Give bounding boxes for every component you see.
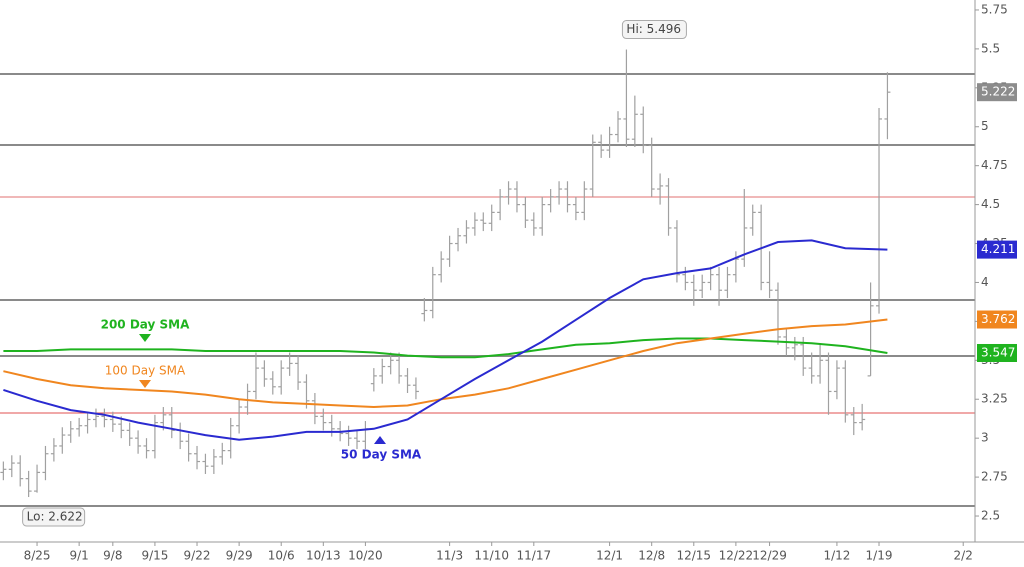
value-badge: [977, 240, 1017, 259]
value-label: 5.222: [981, 85, 1015, 99]
x-tick-label: 9/29: [226, 549, 253, 563]
marker: [139, 334, 151, 342]
x-tick-label: 9/15: [141, 549, 168, 563]
annotation: Lo: 2.622: [27, 510, 83, 524]
x-tick-label: 12/22: [719, 549, 754, 563]
value-badge: [977, 83, 1017, 102]
x-tick-label: 11/3: [436, 549, 463, 563]
x-tick-label: 12/29: [752, 549, 787, 563]
x-tick-label: 12/15: [676, 549, 711, 563]
y-tick-label: 5: [981, 119, 989, 133]
value-label: 3.762: [981, 312, 1015, 326]
sma-line: [3, 337, 888, 359]
y-tick-label: 5.5: [981, 41, 1000, 55]
sma-lines: [3, 239, 888, 441]
overlay: 2.52.7533.253.53.7544.254.54.7555.255.55…: [22, 2, 1017, 563]
annotation-box: [621, 20, 687, 40]
y-tick-label: 5.75: [981, 2, 1008, 16]
x-tick-label: 10/13: [306, 549, 341, 563]
value-label: 3.547: [981, 345, 1015, 359]
sma-label: 100 Day SMA: [105, 364, 186, 378]
x-tick-label: 10/6: [268, 549, 295, 563]
x-tick-label: 1/19: [866, 549, 893, 563]
x-tick-label: 11/10: [474, 549, 509, 563]
annotation-box: [22, 507, 86, 527]
x-tick-label: 9/1: [69, 549, 88, 563]
x-tick-label: 12/1: [596, 549, 623, 563]
price-bars: [0, 49, 891, 498]
x-tick-label: 2/2: [954, 549, 973, 563]
marker: [374, 436, 386, 444]
value-label: 4.211: [981, 242, 1015, 256]
value-badge: [977, 310, 1017, 329]
sma-label: 200 Day SMA: [101, 318, 191, 332]
x-tick-label: 1/12: [823, 549, 850, 563]
annotation: Hi: 5.496: [626, 22, 681, 36]
sma-label: 50 Day SMA: [341, 448, 422, 462]
x-tick-label: 8/25: [24, 549, 51, 563]
levels: [0, 9, 979, 546]
y-tick-label: 2.75: [981, 470, 1008, 484]
x-tick-label: 9/8: [103, 549, 122, 563]
x-tick-label: 11/17: [517, 549, 552, 563]
x-tick-label: 12/8: [638, 549, 665, 563]
y-tick-label: 2.5: [981, 509, 1000, 523]
marker: [139, 380, 151, 388]
x-tick-label: 9/22: [184, 549, 211, 563]
y-tick-label: 3.25: [981, 392, 1008, 406]
y-tick-label: 4: [981, 275, 989, 289]
y-tick-label: 3: [981, 431, 989, 445]
value-badge: [977, 343, 1017, 362]
y-tick-label: 4.75: [981, 158, 1008, 172]
sma-line: [3, 239, 888, 441]
x-tick-label: 10/20: [348, 549, 383, 563]
y-tick-label: 4.5: [981, 197, 1000, 211]
